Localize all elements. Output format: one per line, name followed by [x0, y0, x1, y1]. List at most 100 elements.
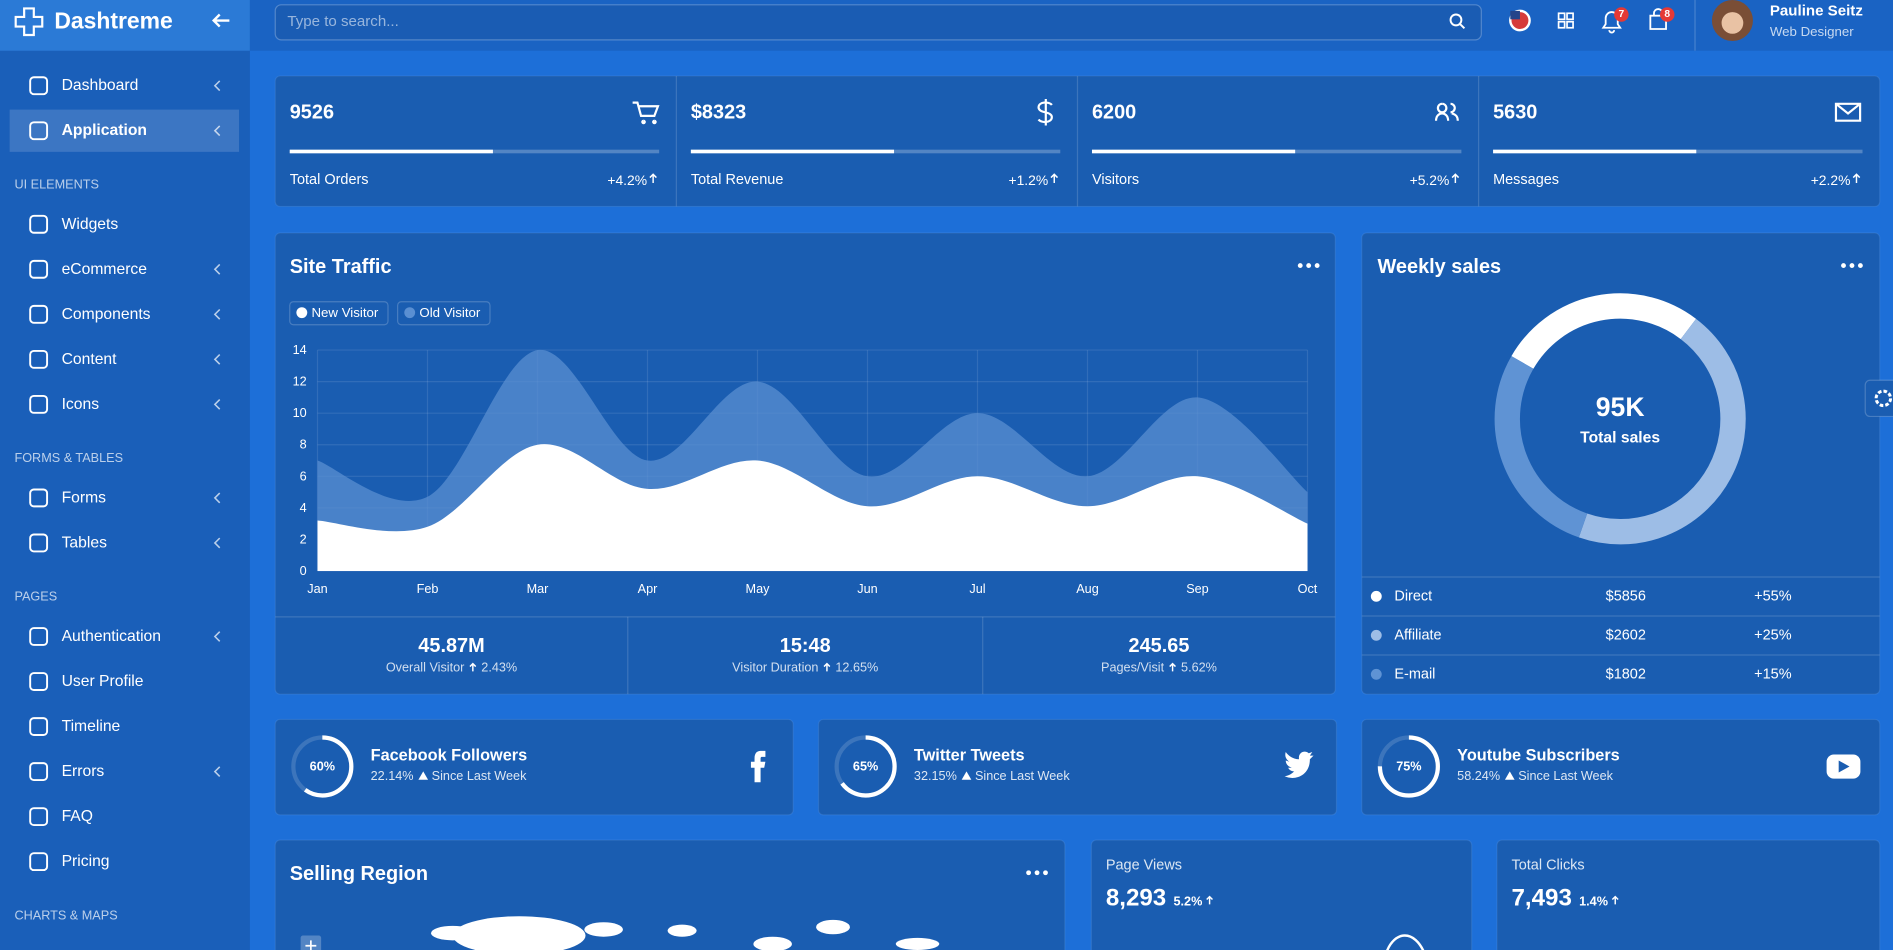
summary-label: Visitor Duration: [732, 661, 818, 675]
center-label: Total sales: [1580, 430, 1660, 447]
stat-change: +5.2%: [1410, 172, 1450, 188]
chart-title: Site Traffic: [290, 256, 392, 278]
legend-pill: [289, 301, 389, 326]
badge: [1659, 7, 1675, 22]
stat-change: +1.2%: [1008, 172, 1048, 188]
progress-bar: [1091, 149, 1296, 154]
sidebar-icon: [29, 717, 49, 736]
sidebar-item[interactable]: User Profile: [62, 673, 144, 690]
x-tick-label: May: [746, 582, 771, 596]
sidebar-item[interactable]: Icons: [62, 396, 100, 413]
doughnut-segment: [1494, 356, 1588, 538]
triangle-icon: [961, 771, 972, 780]
sidebar-item[interactable]: Widgets: [62, 216, 119, 233]
map-land: [584, 922, 623, 937]
more-icon: [1306, 263, 1312, 268]
chevron-icon: [213, 399, 221, 410]
summary-change: 2.43%: [481, 661, 517, 675]
legend-item[interactable]: New Visitor: [289, 301, 389, 326]
progress-bar: [1493, 149, 1697, 154]
map-land: [895, 937, 940, 950]
social-since: Since Last Week: [432, 769, 527, 783]
notification-count: 7: [1619, 9, 1625, 20]
metric-value: 8,293: [1106, 885, 1166, 912]
social-change: 32.15%: [914, 769, 957, 783]
row-label: Affiliate: [1394, 627, 1441, 643]
more-icon: [1849, 263, 1855, 268]
user-role: Web Designer: [1770, 24, 1854, 39]
triangle-icon: [418, 771, 429, 780]
apps-icon: [1557, 12, 1566, 21]
y-tick-label: 10: [293, 406, 307, 420]
up-arrow-icon: [823, 662, 831, 672]
sidebar-item[interactable]: Pricing: [62, 853, 110, 870]
sidebar-icon: [29, 762, 49, 782]
weekly-sales-card: [1361, 232, 1881, 695]
metric-label: Page Views: [1106, 858, 1182, 874]
sidebar-item[interactable]: Dashboard: [62, 77, 139, 94]
search-box[interactable]: [274, 4, 1482, 41]
area: [317, 444, 1308, 571]
sidebar-icon: [29, 304, 49, 324]
sparkline: [1386, 934, 1425, 950]
social-change: 22.14%: [371, 769, 414, 783]
up-arrow-icon: [1169, 662, 1176, 672]
metric-label: Total Clicks: [1512, 858, 1585, 874]
chevron-icon: [213, 537, 221, 549]
sidebar-icon: [29, 672, 49, 691]
stat-label: Total Revenue: [691, 172, 784, 188]
sidebar-toggle[interactable]: [211, 13, 230, 28]
sidebar-item[interactable]: Timeline: [62, 718, 121, 735]
social-title: Youtube Subscribers: [1457, 747, 1620, 765]
more-icon: [1841, 263, 1846, 268]
x-tick-label: Mar: [527, 582, 549, 596]
y-tick-label: 2: [300, 532, 307, 546]
stat-label: Messages: [1493, 172, 1559, 188]
more-icon: [1034, 870, 1040, 876]
social-since: Since Last Week: [1518, 769, 1613, 783]
triangle-icon: [1504, 771, 1515, 780]
up-arrow-icon: [1852, 173, 1861, 183]
sidebar-item[interactable]: Components: [62, 306, 151, 323]
chevron-icon: [213, 766, 221, 777]
stat-value: 9526: [290, 101, 334, 123]
settings-tab[interactable]: [1864, 379, 1893, 418]
sidebar-item[interactable]: Forms: [62, 489, 107, 506]
apps-icon: [1557, 20, 1566, 29]
sidebar-section: FORMS & TABLES: [14, 451, 123, 465]
x-tick-label: Oct: [1298, 582, 1318, 596]
sidebar-item[interactable]: Errors: [62, 763, 105, 780]
metric-card: [1496, 839, 1881, 950]
up-arrow-icon: [1050, 173, 1059, 183]
row-change: +55%: [1754, 588, 1792, 604]
summary-label: Pages/Visit: [1101, 661, 1165, 675]
x-tick-label: Jul: [969, 582, 985, 596]
cart-count: 8: [1664, 9, 1670, 20]
sidebar-item[interactable]: Content: [62, 351, 118, 368]
row-amount: $5856: [1606, 588, 1646, 604]
cart-icon: [632, 101, 660, 125]
sidebar-item[interactable]: Application: [62, 122, 147, 139]
brand-logo: [14, 7, 44, 37]
legend-item[interactable]: Old Visitor: [397, 301, 491, 326]
row-dot: [1370, 629, 1382, 641]
sidebar-item[interactable]: FAQ: [62, 808, 93, 825]
sidebar: [0, 0, 250, 950]
sidebar-item[interactable]: eCommerce: [62, 261, 148, 278]
row-label: E-mail: [1394, 666, 1435, 682]
sidebar-item[interactable]: Authentication: [62, 628, 161, 645]
summary-change: 5.62%: [1181, 661, 1217, 675]
user-name: Pauline Seitz: [1770, 2, 1863, 19]
x-tick-label: Jan: [307, 582, 327, 596]
sidebar-icon: [29, 349, 49, 369]
stat-label: Total Orders: [290, 172, 369, 188]
social-title: Twitter Tweets: [914, 747, 1025, 765]
up-arrow-icon: [1206, 895, 1213, 905]
row-dot: [1370, 590, 1382, 602]
sidebar-item[interactable]: Tables: [62, 534, 108, 551]
x-tick-label: Apr: [638, 582, 658, 596]
sidebar-icon: [29, 259, 49, 279]
row-amount: $2602: [1606, 627, 1646, 643]
